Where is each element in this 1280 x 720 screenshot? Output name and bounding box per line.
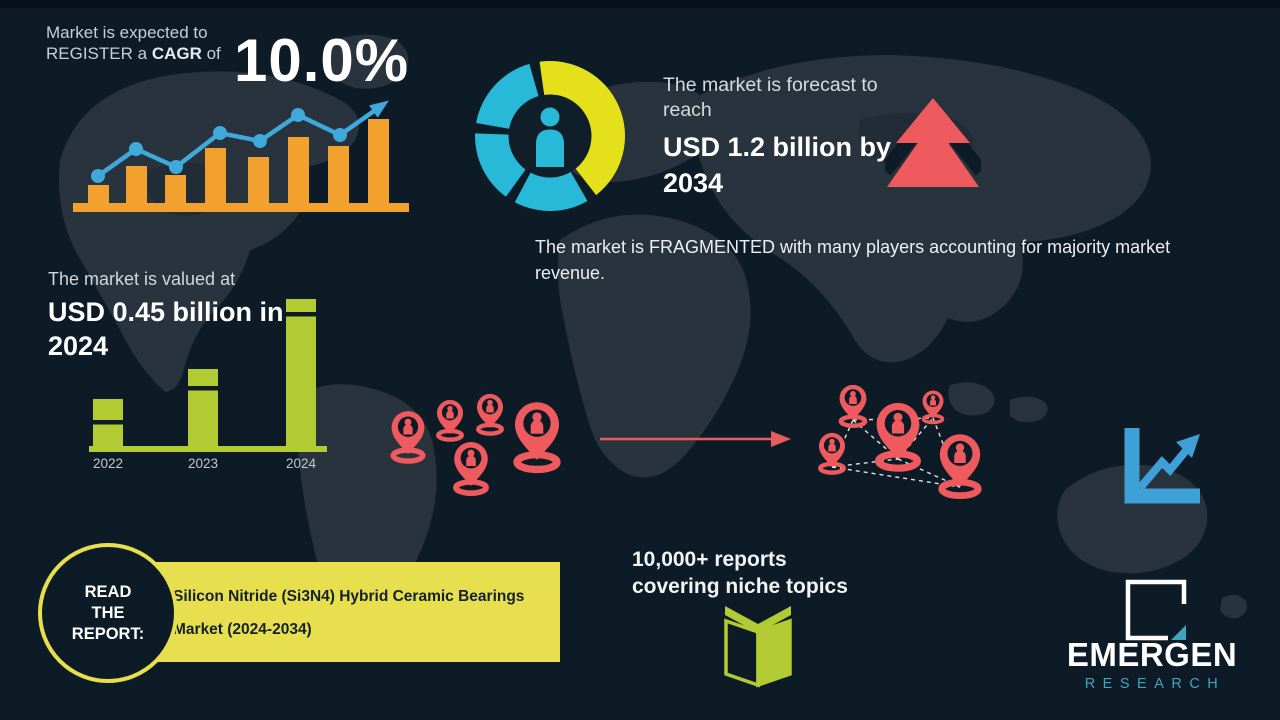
cta-line3: REPORT: [71,624,145,643]
forecast-intro-line1: The market is forecast to [663,74,878,96]
report-title: Silicon Nitride (Si3N4) Hybrid Ceramic B… [173,580,553,646]
location-pin-icon [819,433,845,473]
market-share-donut-chart [475,61,625,211]
map-new-zealand [1220,594,1247,619]
growth-trend-chart [73,100,409,212]
report-title-line2: Market (2024-2034) [173,621,312,638]
svg-text:2024: 2024 [286,456,317,471]
valuation-value-line2: 2024 [48,331,109,361]
open-book-icon [724,606,792,688]
cagr-value: 10.0% [234,27,410,94]
top-edge-strip [0,0,1280,8]
location-pin-icon [840,385,867,426]
forecast-intro-line2: reach [663,99,712,121]
location-pin-icon [454,442,488,493]
cta-line1: READ [84,582,132,601]
fragmented-statement: The market is FRAGMENTED with many playe… [535,237,1171,283]
location-pin-icon [920,388,946,425]
map-africa [557,214,751,478]
cta-line2: THE [91,603,125,622]
svg-text:2022: 2022 [93,456,123,471]
valuation-value-line1: USD 0.45 billion in [48,297,284,327]
double-up-arrow-icon [885,98,981,187]
location-pin-icon [477,394,503,434]
location-pin-icon [940,434,980,495]
valuation-intro: The market is valued at [48,269,236,289]
growth-trend-chart-series [73,100,409,212]
logo-subtitle: RESEARCH [1084,676,1226,692]
cagr-caption: Market is expected to REGISTER a CAGR of [46,22,246,64]
read-the-report-button[interactable]: READ THE REPORT: [38,543,178,683]
location-pin-icon [515,402,559,469]
map-greenland [325,34,409,89]
valuation-block: The market is valued at USD 0.45 billion… [48,268,348,363]
svg-text:2023: 2023 [188,456,218,471]
person-icon [536,107,564,167]
logo-wordmark: EMERGEN [1066,636,1238,673]
forecast-value-line2: 2034 [663,168,724,198]
cagr-caption-line2-post: of [201,44,221,63]
reports-line2: covering niche topics [632,575,848,598]
reports-line1: 10,000+ reports [632,548,787,571]
emergen-logo-icon [1125,579,1187,641]
map-se-asia-islands [948,382,1048,423]
valuation-bar-chart: 2022 2023 2024 [89,299,327,471]
reports-claim: 10,000+ reports covering niche topics [632,546,852,600]
valuation-bar-series: 2022 2023 2024 [89,299,327,471]
players-pin-cluster-left [380,390,610,518]
location-pin-icon [877,403,920,468]
transition-arrow [600,431,791,447]
location-pin-icon [392,411,425,461]
report-title-banner[interactable] [145,562,560,662]
map-asia [695,55,1151,363]
players-pin-network-right [790,385,1020,517]
report-title-line1: Silicon Nitride (Si3N4) Hybrid Ceramic B… [173,588,525,605]
forecast-block: The market is forecast to reach USD 1.2 … [663,73,943,201]
cagr-caption-line2-pre: REGISTER a [46,44,152,63]
cagr-caption-line1: Market is expected to [46,23,208,42]
growth-chart-icon [1124,428,1200,504]
forecast-value-line1: USD 1.2 billion by [663,132,892,162]
location-pin-icon [437,400,463,440]
donut-segments [475,61,625,211]
cagr-caption-bold: CAGR [151,44,202,63]
